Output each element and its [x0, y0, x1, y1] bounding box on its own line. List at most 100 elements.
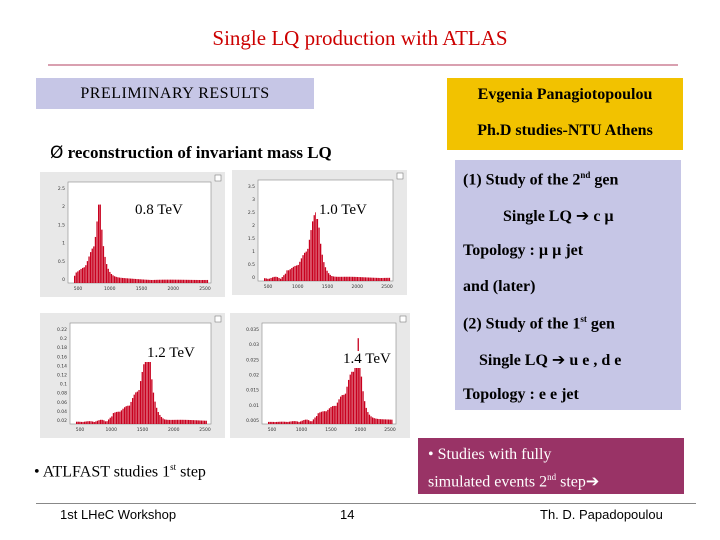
y-tick-label: 0.22 [57, 327, 67, 333]
histogram-bar [120, 277, 122, 283]
histogram-bar [264, 278, 266, 281]
histogram-bar [118, 277, 121, 283]
histogram-bar [132, 398, 134, 424]
histogram-1-2-tev: 0.22 0.2 0.18 0.16 0.14 0.12 0.1 0.08 0.06 0.04 0.… [40, 313, 225, 438]
histogram-bar [104, 256, 106, 283]
histogram-bar [190, 279, 193, 283]
histogram-bar [93, 421, 95, 424]
histogram-bar [168, 279, 170, 283]
histogram-bar [125, 406, 127, 424]
histogram-bar [341, 395, 343, 424]
study-2-topology: Topology : e e jet [463, 386, 579, 403]
histogram-bar [376, 277, 378, 281]
plot-label-1-4-tev: 1.4 TeV [340, 351, 394, 368]
histogram-bar [383, 419, 385, 424]
histogram-bar [388, 419, 390, 424]
histogram-bar [375, 418, 377, 424]
histogram-bar [95, 421, 97, 424]
histogram-bar [338, 399, 340, 424]
footer-presenter: Th. D. Papadopoulou [540, 507, 663, 522]
histogram-bar [312, 221, 314, 281]
histogram-bar [349, 374, 351, 424]
arrow-bullet-icon: Ø [50, 143, 64, 163]
histogram-bar [288, 421, 291, 424]
histogram-bar [98, 420, 100, 424]
histogram-bar [276, 421, 278, 424]
histogram-bar [112, 275, 114, 283]
histogram-bar [317, 413, 319, 424]
histogram-bar [348, 379, 350, 424]
histogram-bar [110, 273, 113, 283]
histogram-bar [149, 279, 151, 283]
histogram-bar [159, 414, 161, 424]
histogram-bar [90, 421, 92, 424]
histogram-bar [329, 274, 331, 281]
histogram-bar [96, 221, 98, 283]
histogram-bar [100, 419, 102, 424]
y-tick-label: 2.5 [248, 210, 255, 216]
histogram-bar [83, 267, 85, 283]
histogram-bar [332, 406, 334, 424]
x-tick-label: 1000 [104, 286, 116, 292]
histogram-bar [154, 401, 156, 424]
histogram-bar [88, 421, 91, 424]
histogram-bar [82, 421, 84, 424]
histogram-bar [104, 421, 107, 424]
histogram-bar [314, 417, 316, 424]
histogram-bar [76, 421, 78, 424]
histogram-bar [91, 248, 93, 283]
preliminary-results-banner: PRELIMINARY RESULTS [36, 78, 314, 109]
full-simulation-line-2: simulated events 2nd step➔ [428, 471, 600, 491]
histogram-bar [288, 270, 290, 281]
stats-box-icon [214, 315, 222, 323]
y-tick-label: 0.015 [246, 388, 259, 394]
histogram-bar [134, 278, 137, 283]
arrow-right-icon: ➔ [575, 206, 590, 225]
histogram-bar [162, 279, 164, 283]
x-tick-label: 2000 [352, 284, 364, 290]
x-tick-label: 1500 [137, 427, 149, 433]
histogram-bar [309, 421, 311, 424]
histogram-bar [352, 371, 355, 424]
histogram-bar [146, 279, 148, 283]
histogram-bar [350, 276, 352, 281]
histogram-bar [139, 279, 141, 283]
plot-area [257, 179, 394, 282]
histogram-bar [270, 277, 272, 281]
histogram-bar [111, 416, 113, 424]
histogram-bar [363, 277, 365, 281]
histogram-bar [165, 279, 167, 283]
histogram-bar [289, 269, 291, 281]
histogram-bar [276, 277, 279, 281]
histogram-bar [77, 271, 79, 283]
histogram-bar [130, 278, 132, 283]
histogram-bar [157, 412, 159, 424]
histogram-bar [294, 265, 296, 281]
y-tick-label: 0.005 [246, 418, 259, 424]
histogram-bar [337, 276, 339, 281]
histogram-bar [336, 276, 338, 281]
histogram-bar [172, 419, 174, 424]
y-tick-label: 1.5 [248, 236, 255, 242]
histogram-bar [334, 276, 336, 281]
histogram-bar [85, 421, 87, 424]
histogram-bar [364, 401, 366, 424]
histogram-bar [101, 419, 103, 424]
histogram-bar [362, 391, 364, 424]
histogram-bar [123, 278, 125, 283]
histogram-bar [391, 419, 393, 424]
histogram-bar [206, 279, 209, 283]
stats-box-icon [399, 315, 407, 323]
histogram-bar [189, 420, 191, 424]
histogram-bar [176, 419, 179, 424]
histogram-bar [368, 277, 370, 281]
x-tick-label: 1000 [292, 284, 304, 290]
histogram-bar [361, 277, 363, 281]
histogram-bar [178, 419, 180, 424]
histogram-bar [75, 272, 77, 283]
x-tick-label: 1000 [106, 427, 118, 433]
histogram-bar [135, 392, 137, 424]
histogram-bar [148, 350, 150, 424]
histogram-bar [284, 273, 287, 281]
histogram-bar [133, 394, 135, 424]
